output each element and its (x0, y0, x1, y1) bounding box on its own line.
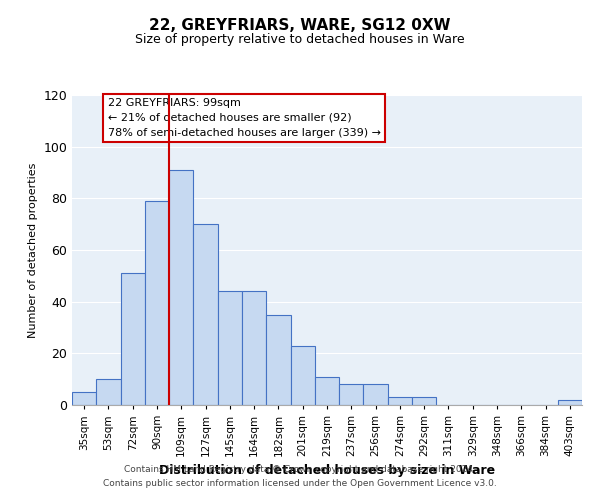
Bar (315, 376, 339, 405)
Y-axis label: Number of detached properties: Number of detached properties (28, 162, 38, 338)
Text: 22, GREYFRIARS, WARE, SG12 0XW: 22, GREYFRIARS, WARE, SG12 0XW (149, 18, 451, 32)
Bar (121, 273, 145, 405)
Bar (388, 397, 412, 405)
Bar (242, 292, 266, 405)
Text: Contains HM Land Registry data © Crown copyright and database right 2024.
Contai: Contains HM Land Registry data © Crown c… (103, 466, 497, 487)
Text: 22 GREYFRIARS: 99sqm
← 21% of detached houses are smaller (92)
78% of semi-detac: 22 GREYFRIARS: 99sqm ← 21% of detached h… (108, 98, 381, 138)
X-axis label: Distribution of detached houses by size in Ware: Distribution of detached houses by size … (159, 464, 495, 477)
Bar (412, 397, 436, 405)
Bar (558, 400, 582, 405)
Bar (339, 384, 364, 405)
Bar (266, 314, 290, 405)
Bar (145, 201, 169, 405)
Bar (364, 384, 388, 405)
Bar (96, 379, 121, 405)
Bar (169, 170, 193, 405)
Text: Size of property relative to detached houses in Ware: Size of property relative to detached ho… (135, 32, 465, 46)
Bar (218, 292, 242, 405)
Bar (72, 392, 96, 405)
Bar (193, 224, 218, 405)
Bar (290, 346, 315, 405)
